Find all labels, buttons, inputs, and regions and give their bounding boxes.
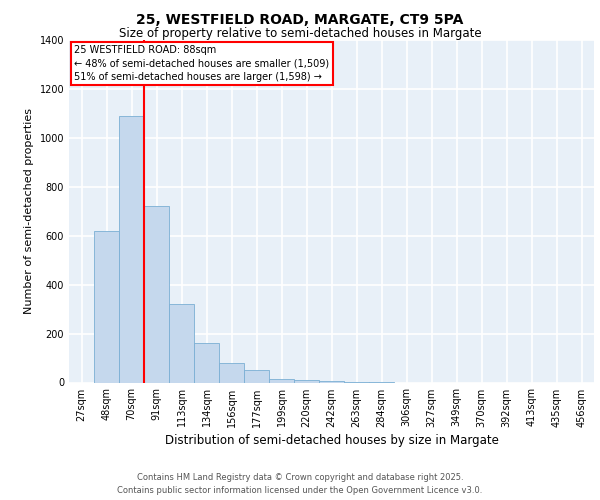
Bar: [144, 206, 169, 382]
Bar: [94, 231, 119, 382]
Bar: [294, 380, 319, 382]
Bar: [169, 304, 194, 382]
Bar: [269, 379, 294, 382]
Text: Contains HM Land Registry data © Crown copyright and database right 2025.: Contains HM Land Registry data © Crown c…: [137, 472, 463, 482]
Text: Size of property relative to semi-detached houses in Margate: Size of property relative to semi-detach…: [119, 28, 481, 40]
Text: 25 WESTFIELD ROAD: 88sqm
← 48% of semi-detached houses are smaller (1,509)
51% o: 25 WESTFIELD ROAD: 88sqm ← 48% of semi-d…: [74, 45, 329, 82]
Bar: [219, 363, 244, 382]
Y-axis label: Number of semi-detached properties: Number of semi-detached properties: [24, 108, 34, 314]
Bar: [244, 370, 269, 382]
Text: 25, WESTFIELD ROAD, MARGATE, CT9 5PA: 25, WESTFIELD ROAD, MARGATE, CT9 5PA: [136, 12, 464, 26]
Bar: [194, 344, 219, 382]
Bar: [119, 116, 144, 382]
X-axis label: Distribution of semi-detached houses by size in Margate: Distribution of semi-detached houses by …: [164, 434, 499, 446]
Text: Contains public sector information licensed under the Open Government Licence v3: Contains public sector information licen…: [118, 486, 482, 495]
